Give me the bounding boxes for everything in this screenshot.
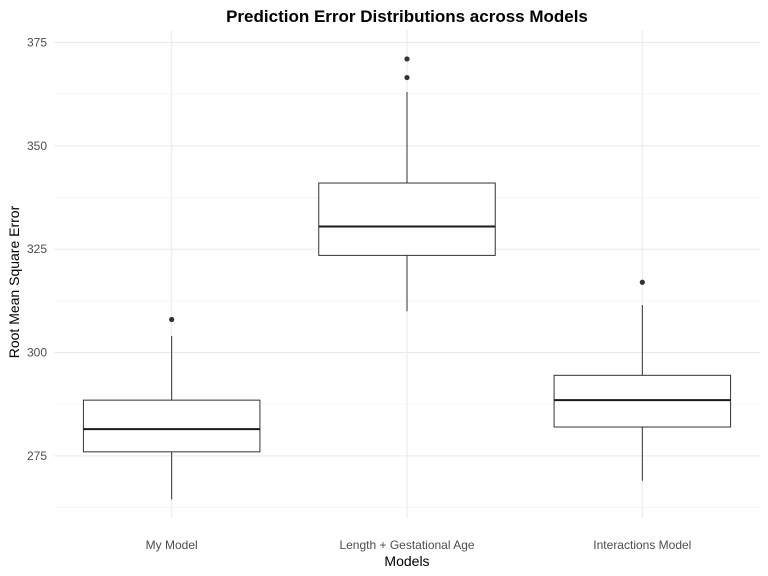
box-3 (553, 279, 732, 481)
outlier-point (404, 74, 410, 81)
outlier-point (404, 56, 410, 62)
interquartile-box (553, 374, 732, 428)
y-tick-label: 300 (27, 346, 47, 360)
boxplot-series (82, 56, 732, 500)
y-tick-label: 275 (27, 449, 47, 463)
outlier-point (639, 279, 645, 285)
x-tick-label: Length + Gestational Age (339, 538, 474, 552)
interquartile-box (318, 182, 496, 256)
y-tick-label: 325 (27, 242, 47, 256)
y-tick-label: 375 (27, 35, 47, 49)
y-axis-title: Root Mean Square Error (6, 205, 22, 358)
interquartile-box (82, 399, 261, 453)
outlier-point (169, 316, 175, 323)
y-axis-ticks: 275 300 325 350 375 (27, 35, 47, 463)
x-axis-ticks: My Model Length + Gestational Age Interact… (146, 538, 692, 552)
x-axis-title: Models (384, 553, 429, 569)
chart-title: Prediction Error Distributions across Mo… (226, 7, 588, 26)
x-tick-label: Interactions Model (593, 538, 691, 552)
box-1 (82, 316, 261, 500)
x-tick-label: My Model (146, 538, 198, 552)
box-2 (318, 56, 496, 312)
y-tick-label: 350 (27, 139, 47, 153)
